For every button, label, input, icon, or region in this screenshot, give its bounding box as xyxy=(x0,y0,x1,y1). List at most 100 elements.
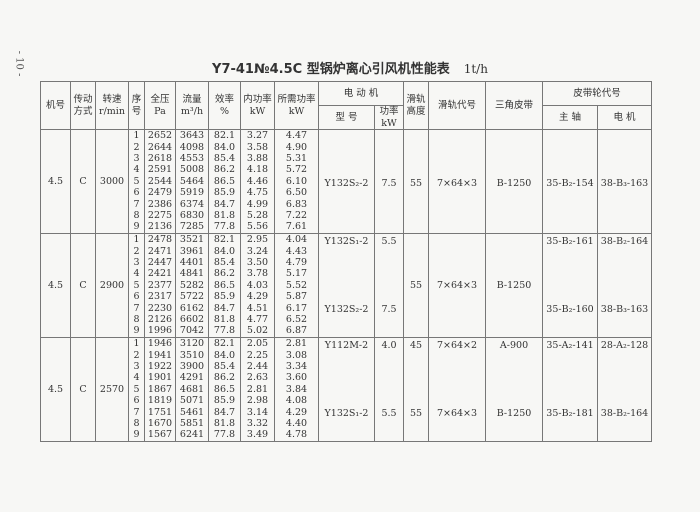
efficiency-value: 85.9 xyxy=(213,395,236,407)
pressure-value: 2652 xyxy=(147,130,173,142)
internal-power-value: 3.27 xyxy=(246,130,269,142)
internal-power-value: 5.56 xyxy=(246,221,269,233)
header-motor-pulley: 电 机 xyxy=(597,105,653,130)
required-power-value: 6.87 xyxy=(285,325,308,337)
main-shaft-pulley-cell: 35-A₂-141 35-B₂-181 xyxy=(542,337,599,442)
required-power-value-cell: 4.47 4.90 5.31 5.72 6.10 6.50 6.83 7.22 7.61 xyxy=(274,129,319,234)
table-row-group: 4.5 C 2570 1 2 3 4 5 6 7 8 9 1946 1941 1922 1901 1867 181… xyxy=(40,337,653,442)
internal-power-value: 4.46 xyxy=(246,175,269,187)
pressure-value: 1922 xyxy=(147,361,173,373)
internal-power-value: 3.24 xyxy=(246,245,269,257)
seq-no: 5 xyxy=(133,383,140,395)
motor-model: Y132S₂-2 xyxy=(324,304,369,316)
required-power-value: 7.61 xyxy=(285,221,308,233)
required-power-value: 6.17 xyxy=(285,302,308,314)
rail-code: 7×64×3 xyxy=(436,408,478,420)
title-unit: 1t/h xyxy=(463,62,488,76)
pressure-value: 2471 xyxy=(147,245,173,257)
internal-power-value: 3.88 xyxy=(246,153,269,165)
seq-no: 1 xyxy=(133,338,140,350)
required-power-value: 4.78 xyxy=(285,429,308,441)
efficiency-value: 77.8 xyxy=(213,221,236,233)
required-power-value-cell: 2.81 3.08 3.34 3.60 3.84 4.08 4.29 4.40 4.78 xyxy=(274,337,319,442)
pressure-value-cell: 1946 1941 1922 1901 1867 1819 1751 1670 1567 xyxy=(144,337,176,442)
seq-no: 7 xyxy=(133,302,140,314)
pressure-value: 2126 xyxy=(147,313,173,325)
seq-no: 9 xyxy=(133,429,140,441)
rail-height: 55 xyxy=(409,177,423,189)
seq-no: 7 xyxy=(133,406,140,418)
v-belt: B-1250 xyxy=(496,177,532,189)
flow-value: 3961 xyxy=(179,245,205,257)
seq-no: 3 xyxy=(133,153,140,165)
header-motor: 电 动 机 xyxy=(317,81,405,106)
pressure-value: 2544 xyxy=(147,175,173,187)
required-power-value: 4.04 xyxy=(285,234,308,246)
pressure-value: 2591 xyxy=(147,164,173,176)
flow-value: 4841 xyxy=(179,268,205,280)
efficiency-value: 84.7 xyxy=(213,198,236,210)
pressure-value: 2317 xyxy=(147,291,173,303)
flow-value-cell: 3643 4098 4553 5008 5464 5919 6374 6830 7285 xyxy=(175,129,209,234)
efficiency-value: 86.2 xyxy=(213,372,236,384)
pressure-value: 1751 xyxy=(147,406,173,418)
efficiency-value: 84.0 xyxy=(213,349,236,361)
efficiency-value: 82.1 xyxy=(213,234,236,246)
motor-power: 7.5 xyxy=(381,304,397,316)
pressure-value: 1946 xyxy=(147,338,173,350)
required-power-value: 6.83 xyxy=(285,198,308,210)
table-row-group: 4.5 C 2900 1 2 3 4 5 6 7 8 9 2478 2471 2447 2421 2377 231… xyxy=(40,233,653,338)
required-power-value: 4.47 xyxy=(285,130,308,142)
speed: 3000 xyxy=(95,129,129,234)
seq-no: 6 xyxy=(133,291,140,303)
speed: 2570 xyxy=(95,337,129,442)
seq-no: 9 xyxy=(133,325,140,337)
header-speed: 转速 r/min xyxy=(95,81,129,130)
seq-no: 4 xyxy=(133,164,140,176)
efficiency-value: 82.1 xyxy=(213,338,236,350)
flow-value: 6374 xyxy=(179,198,205,210)
header-seq: 序号 xyxy=(128,81,145,130)
efficiency-value: 84.7 xyxy=(213,406,236,418)
seq-no: 5 xyxy=(133,175,140,187)
motor-power: 7.5 xyxy=(381,177,397,189)
flow-value: 7042 xyxy=(179,325,205,337)
internal-power-value: 4.03 xyxy=(246,279,269,291)
motor-pulley-cell: 38-B₃-163 xyxy=(597,129,653,234)
seq-no: 1 xyxy=(133,234,140,246)
motor-pulley-cell: 38-B₂-164 38-B₃-163 xyxy=(597,233,653,338)
internal-power-value: 3.78 xyxy=(246,268,269,280)
internal-power-value: 2.95 xyxy=(246,234,269,246)
seq-no: 8 xyxy=(133,209,140,221)
flow-value: 3510 xyxy=(179,349,205,361)
motor-model: Y132S₁-2 xyxy=(324,408,369,420)
main-shaft-pulley: 35-B₂-160 xyxy=(546,304,594,316)
pressure-value: 1867 xyxy=(147,383,173,395)
pressure-value: 2386 xyxy=(147,198,173,210)
efficiency-value: 85.9 xyxy=(213,291,236,303)
flow-value: 4681 xyxy=(179,383,205,395)
flow-value-cell: 3120 3510 3900 4291 4681 5071 5461 5851 6241 xyxy=(175,337,209,442)
required-power-value: 2.81 xyxy=(285,338,308,350)
pressure-value: 1819 xyxy=(147,395,173,407)
motor-pulley: 38-B₃-163 xyxy=(600,177,649,189)
flow-value: 5464 xyxy=(179,175,205,187)
required-power-value: 6.50 xyxy=(285,187,308,199)
page-title: Y7-41№4.5C 型锅炉离心引风机性能表 1t/h xyxy=(0,58,700,77)
efficiency-value: 86.5 xyxy=(213,279,236,291)
required-power-value: 3.34 xyxy=(285,361,308,373)
internal-power-value: 4.51 xyxy=(246,302,269,314)
flow-value: 5461 xyxy=(179,406,205,418)
internal-power-value: 3.32 xyxy=(246,417,269,429)
seq-no: 4 xyxy=(133,372,140,384)
required-power-value: 7.22 xyxy=(285,209,308,221)
flow-value: 4098 xyxy=(179,141,205,153)
header-motor-power: 功率 kW xyxy=(373,105,405,130)
internal-power-value: 2.63 xyxy=(246,372,269,384)
motor-pulley: 38-B₂-164 xyxy=(600,408,649,420)
internal-power-value-cell: 3.27 3.58 3.88 4.18 4.46 4.75 4.99 5.28 5.56 xyxy=(240,129,275,234)
flow-value: 3900 xyxy=(179,361,205,373)
motor-power: 5.5 xyxy=(381,236,397,247)
header-rail-height: 滑轨高度 xyxy=(403,81,430,130)
main-shaft-pulley-cell: 35-B₂-161 35-B₂-160 xyxy=(542,233,599,338)
